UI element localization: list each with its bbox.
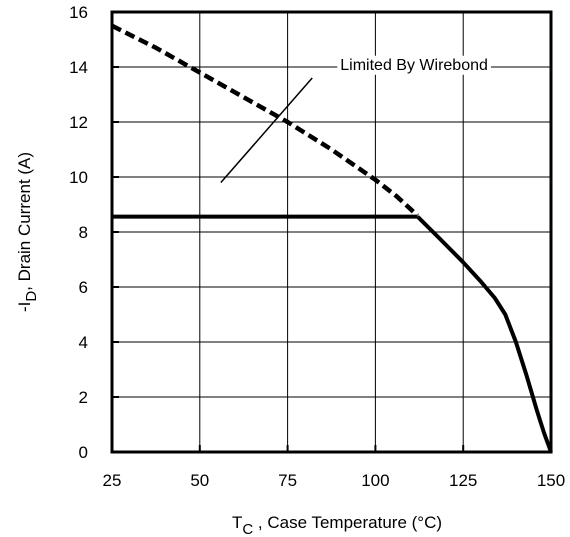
- annotation-group: Limited By Wirebond: [220, 55, 491, 183]
- series-line-dashed: [110, 23, 420, 218]
- x-axis-title-rest: , Case Temperature (°C): [253, 513, 442, 532]
- x-tick-label: 150: [537, 471, 565, 490]
- x-tick-label: 100: [361, 471, 389, 490]
- tick-marks: [111, 11, 552, 453]
- y-tick-label: 10: [69, 168, 88, 187]
- x-axis-title: TC , Case Temperature (°C): [232, 513, 442, 537]
- y-tick-label: 6: [79, 278, 88, 297]
- y-tick-label: 0: [79, 443, 88, 462]
- y-tick-label: 16: [69, 3, 88, 22]
- grid-lines: [112, 12, 551, 452]
- y-tick-label: 2: [79, 388, 88, 407]
- y-axis-title: -ID, Drain Current (A): [15, 152, 40, 312]
- x-axis-title-main: T: [232, 513, 242, 532]
- y-tick-label: 14: [69, 58, 88, 77]
- annotation-label: Limited By Wirebond: [340, 57, 488, 74]
- y-tick-label: 12: [69, 113, 88, 132]
- x-tick-labels: 25 50 75 100 125 150: [103, 471, 566, 490]
- y-tick-labels: 0 2 4 6 8 10 12 14 16: [69, 3, 88, 462]
- annotation-leader-line: [220, 77, 313, 183]
- x-tick-label: 50: [190, 471, 209, 490]
- y-tick-label: 4: [79, 333, 88, 352]
- y-axis-title-prefix: -I: [15, 302, 34, 312]
- annotation-background: [337, 55, 491, 75]
- y-tick-label: 8: [79, 223, 88, 242]
- y-axis-title-subscript: D: [23, 291, 40, 302]
- x-tick-label: 125: [449, 471, 477, 490]
- series-group: [110, 23, 553, 453]
- series-line-solid: [416, 215, 553, 453]
- x-tick-label: 25: [103, 471, 122, 490]
- x-tick-label: 75: [278, 471, 297, 490]
- y-axis-title-rest: , Drain Current (A): [15, 152, 34, 291]
- x-axis-title-subscript: C: [242, 521, 253, 537]
